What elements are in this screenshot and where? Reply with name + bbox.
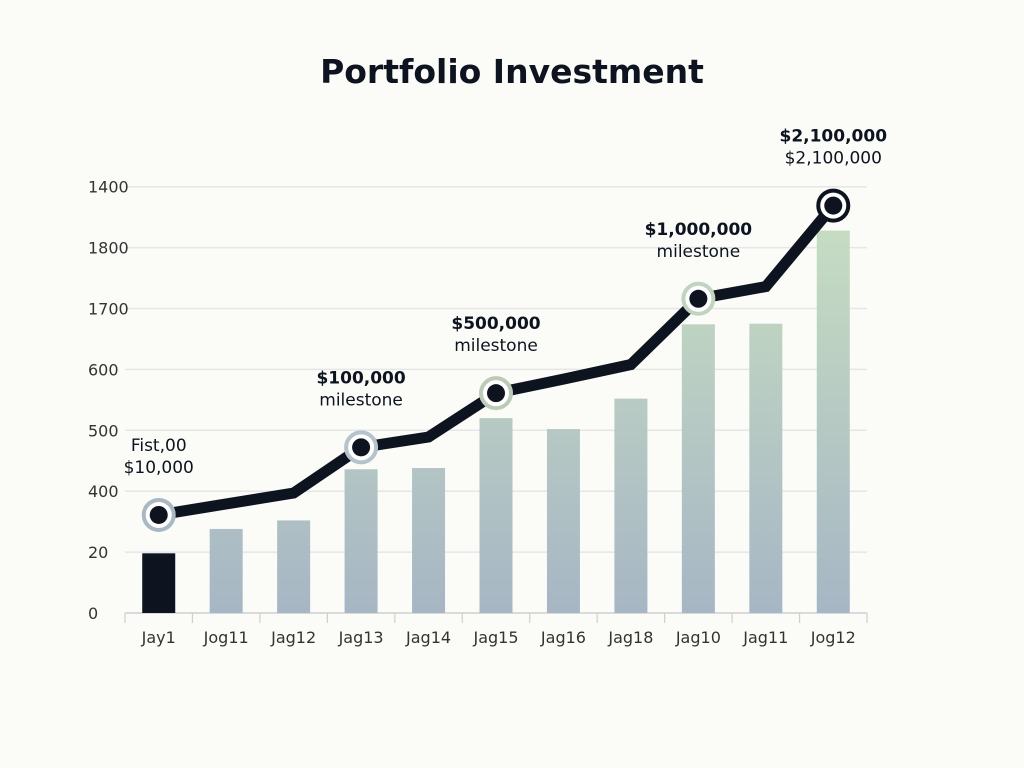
annotation-title: $100,000 — [316, 368, 405, 388]
bar — [277, 520, 311, 613]
y-tick-label: 400 — [88, 482, 119, 501]
bar — [816, 230, 850, 613]
x-tick-label: Jag18 — [607, 628, 653, 647]
annotation-title: $1,000,000 — [645, 220, 753, 240]
x-tick-label: Jag15 — [472, 628, 518, 647]
annotation-subtitle: $2,100,000 — [785, 149, 882, 169]
annotation-title: $2,100,000 — [779, 127, 887, 147]
milestone-marker-dot — [149, 505, 168, 524]
x-tick-label: Jog11 — [203, 628, 249, 647]
annotation-subtitle: $10,000 — [124, 458, 194, 478]
bar — [142, 553, 176, 613]
milestone-marker-dot — [352, 438, 371, 457]
y-tick-label: 1700 — [88, 300, 129, 319]
x-tick-label: Jag11 — [742, 628, 788, 647]
bar — [479, 418, 513, 613]
x-tick-label: Jag14 — [405, 628, 451, 647]
bar — [209, 528, 243, 613]
y-tick-label: 1400 — [88, 178, 129, 197]
bar — [749, 323, 783, 613]
bar — [681, 324, 715, 613]
x-tick-label: Jag13 — [338, 628, 384, 647]
x-tick-label: Jag10 — [675, 628, 721, 647]
x-tick-label: Jay1 — [141, 628, 176, 647]
y-tick-label: 500 — [88, 421, 119, 440]
bar — [412, 468, 446, 613]
annotation-title: Fist,00 — [131, 436, 187, 456]
bar — [546, 429, 580, 613]
x-tick-label: Jog12 — [810, 628, 856, 647]
bar — [614, 398, 648, 613]
chart-title: Portfolio Investment — [320, 52, 704, 91]
annotation-subtitle: milestone — [319, 390, 403, 410]
annotation-subtitle: milestone — [454, 336, 538, 356]
y-tick-label: 20 — [88, 543, 108, 562]
milestone-marker-dot — [824, 196, 843, 215]
y-tick-label: 1800 — [88, 239, 129, 258]
y-tick-label: 0 — [88, 604, 98, 623]
bar — [344, 469, 378, 613]
annotation-title: $500,000 — [451, 314, 540, 334]
milestone-marker-dot — [487, 384, 505, 403]
annotation-subtitle: milestone — [657, 242, 741, 262]
y-tick-label: 600 — [88, 360, 119, 379]
milestone-marker-dot — [689, 289, 708, 308]
x-tick-label: Jag12 — [270, 628, 316, 647]
x-tick-label: Jag16 — [540, 628, 586, 647]
